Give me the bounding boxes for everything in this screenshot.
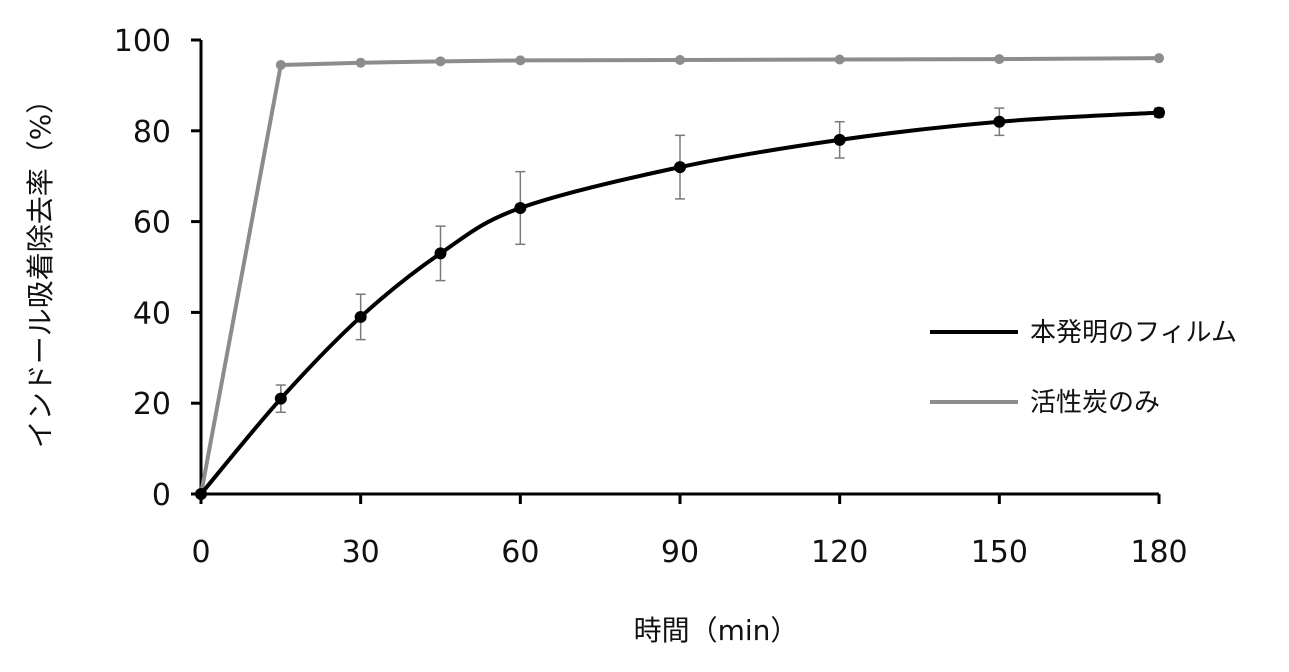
- series-line: [199, 56, 1160, 495]
- y-tick-label: 100: [114, 24, 171, 59]
- data-point: [834, 54, 845, 65]
- y-tick-label: 60: [133, 206, 171, 241]
- x-tick-label: 120: [811, 535, 868, 570]
- y-tick-label: 40: [133, 296, 171, 331]
- x-tick-label: 0: [191, 535, 210, 570]
- data-point: [515, 55, 526, 66]
- data-point: [274, 392, 287, 405]
- data-point: [675, 54, 685, 65]
- data-point: [994, 54, 1005, 65]
- y-tick-label: 20: [133, 387, 171, 422]
- data-point: [674, 161, 686, 174]
- data-point: [434, 247, 447, 260]
- x-tick-label: 30: [342, 535, 380, 570]
- series-layer: [195, 53, 1165, 500]
- y-tick-label: 0: [152, 478, 171, 513]
- series-activated-carbon: [196, 53, 1164, 499]
- data-point: [275, 59, 286, 70]
- data-point: [435, 56, 446, 67]
- y-tick-label: 80: [133, 115, 171, 150]
- x-tick-label: 180: [1130, 535, 1187, 570]
- data-point: [354, 310, 367, 323]
- series-line: [199, 110, 1160, 496]
- data-point: [355, 57, 366, 68]
- legend-label: 活性炭のみ: [1030, 388, 1160, 418]
- x-tick-label: 90: [661, 535, 699, 570]
- x-tick-label: 60: [501, 535, 539, 570]
- data-point: [993, 115, 1006, 128]
- data-point: [833, 133, 846, 146]
- y-axis-title: インドール吸着除去率（%）: [24, 86, 57, 449]
- x-tick-label: 150: [971, 535, 1028, 570]
- series-film: [195, 106, 1165, 500]
- data-point: [1153, 106, 1165, 119]
- data-point: [1154, 53, 1164, 64]
- data-point: [514, 201, 527, 214]
- legend-label: 本発明のフィルム: [1030, 318, 1237, 348]
- x-axis-title: 時間（min）: [634, 614, 799, 647]
- axes: [199, 40, 1159, 496]
- data-point: [195, 488, 207, 500]
- ticks: 0 20 40 60 80 100 0 30 60 90 120 150 180: [114, 24, 1188, 570]
